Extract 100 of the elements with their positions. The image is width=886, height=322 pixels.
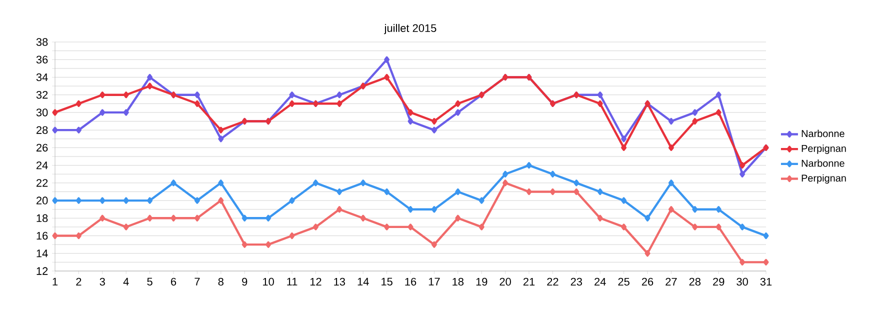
legend-label: Perpignan	[802, 174, 846, 184]
point	[360, 180, 366, 186]
point	[550, 170, 556, 178]
point	[597, 188, 603, 196]
point	[740, 224, 746, 230]
point	[218, 197, 224, 204]
point	[100, 214, 106, 222]
point	[170, 180, 176, 186]
point	[716, 92, 722, 98]
point	[550, 188, 556, 196]
point	[336, 100, 342, 107]
point	[716, 224, 722, 230]
point	[574, 180, 580, 186]
point	[692, 206, 698, 213]
point	[597, 214, 603, 222]
point	[100, 197, 106, 204]
point	[716, 109, 722, 116]
point	[740, 170, 746, 178]
y-tick-label: 16	[36, 232, 48, 240]
point	[668, 180, 674, 186]
y-tick-label: 24	[36, 161, 48, 170]
point	[289, 92, 295, 98]
x-tick-label: 26	[642, 278, 654, 286]
x-tick-label: 28	[689, 278, 701, 286]
point	[621, 197, 627, 204]
point	[644, 250, 650, 257]
point	[147, 197, 153, 204]
x-tick-label: 3	[100, 278, 105, 286]
point	[123, 109, 129, 116]
point	[123, 197, 129, 204]
point	[384, 56, 390, 63]
y-tick-label: 12	[36, 267, 48, 275]
point	[408, 109, 414, 116]
point	[312, 224, 318, 230]
y-tick-label: 18	[36, 214, 48, 222]
y-tick-label: 30	[36, 108, 48, 116]
point	[455, 214, 461, 222]
y-tick-label: 28	[36, 126, 48, 134]
point	[218, 180, 224, 186]
point	[289, 232, 295, 240]
x-tick-label: 29	[713, 278, 724, 286]
point	[242, 214, 248, 222]
point	[621, 136, 627, 142]
x-tick-label: 4	[123, 278, 129, 286]
point	[147, 214, 153, 222]
y-tick-label: 36	[36, 56, 48, 64]
point	[194, 214, 200, 222]
point	[100, 109, 106, 116]
x-tick-label: 15	[382, 278, 392, 286]
point	[621, 144, 627, 151]
x-tick-label: 30	[736, 278, 748, 286]
x-tick-label: 23	[570, 278, 582, 286]
point	[312, 180, 318, 186]
point	[384, 224, 390, 230]
point	[478, 197, 484, 204]
point	[692, 118, 698, 125]
y-tick-label: 20	[36, 196, 48, 204]
point	[668, 144, 674, 151]
point	[763, 258, 769, 266]
x-tick-label: 12	[310, 278, 322, 286]
x-tick-label: 6	[171, 278, 176, 286]
x-tick-label: 17	[428, 278, 440, 286]
x-tick-label: 5	[147, 278, 152, 286]
point	[668, 118, 674, 125]
x-tick-label: 31	[760, 278, 772, 286]
point	[123, 224, 129, 230]
point	[194, 197, 200, 204]
x-tick-label: 1	[52, 278, 58, 286]
point	[218, 126, 224, 134]
point	[194, 92, 200, 98]
x-tick-label: 11	[287, 278, 298, 286]
x-tick-label: 18	[452, 278, 464, 286]
point	[289, 100, 295, 107]
point	[266, 241, 272, 248]
y-tick-label: 32	[36, 90, 48, 99]
point	[502, 170, 508, 178]
x-tick-label: 7	[194, 278, 200, 286]
point	[478, 224, 484, 230]
point	[763, 232, 769, 240]
point	[289, 197, 295, 204]
point	[76, 100, 82, 107]
point	[621, 224, 627, 230]
point	[574, 188, 580, 196]
point	[408, 206, 414, 213]
x-tick-label: 8	[218, 278, 224, 286]
point	[360, 214, 366, 222]
point	[740, 258, 746, 266]
point	[692, 224, 698, 230]
x-tick-label: 27	[666, 278, 677, 286]
point	[384, 74, 390, 81]
legend-label: Perpignan	[802, 144, 846, 154]
x-tick-label: 14	[358, 278, 369, 286]
point	[455, 109, 461, 116]
y-tick-label: 26	[36, 144, 48, 152]
point	[431, 241, 437, 248]
x-tick-label: 21	[523, 278, 535, 286]
point	[431, 118, 437, 125]
point	[431, 126, 437, 134]
point	[336, 188, 342, 196]
point	[218, 136, 224, 142]
